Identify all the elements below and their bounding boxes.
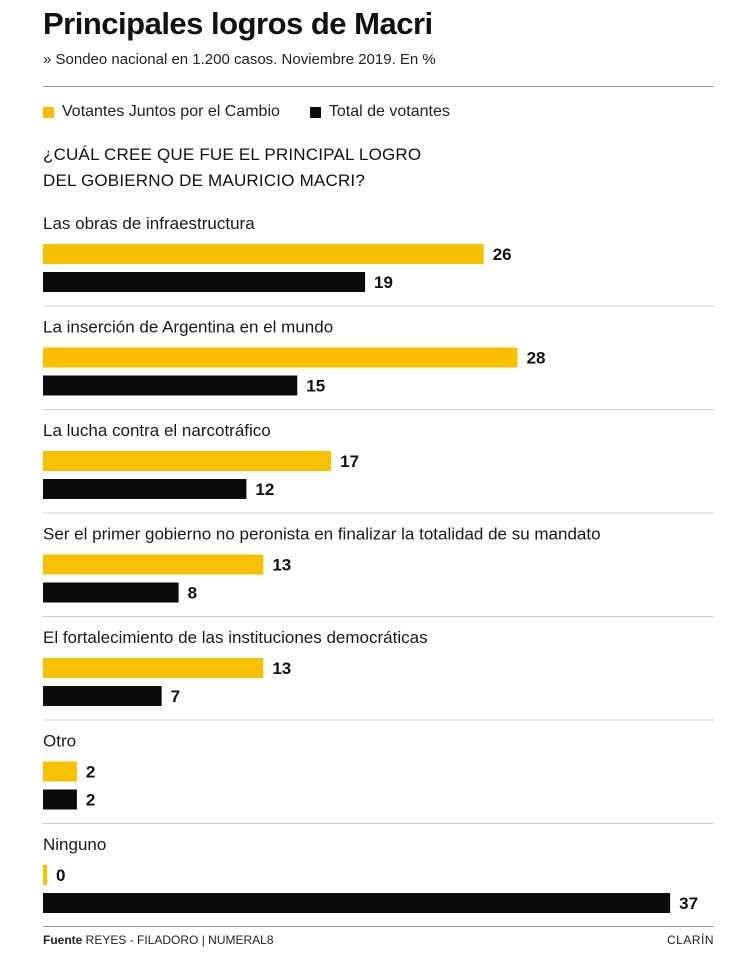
category-label: Otro	[43, 732, 76, 751]
bar-series2	[43, 375, 298, 396]
bar-series2	[43, 789, 77, 810]
question-line-2: DEL GOBIERNO DE MAURICIO MACRI?	[43, 171, 366, 190]
bar-series1	[43, 658, 264, 678]
value-label-series1: 26	[493, 245, 512, 264]
category-label: La lucha contra el narcotráfico	[43, 421, 271, 440]
category-label: La inserción de Argentina en el mundo	[43, 318, 333, 337]
legend-swatch-series2	[309, 106, 321, 118]
bar-series1	[43, 451, 332, 471]
top-divider	[43, 86, 714, 87]
value-label-series2: 37	[679, 894, 698, 913]
legend-item-series1: Votantes Juntos por el Cambio	[43, 103, 280, 121]
value-label-series2: 8	[188, 584, 197, 603]
legend-label-series2: Total de votantes	[328, 103, 450, 120]
category-label: Ser el primer gobierno no peronista en f…	[43, 525, 601, 544]
value-label-series1: 17	[340, 452, 359, 471]
bar-series2	[43, 272, 366, 292]
category-group: La lucha contra el narcotráfico 17 12	[43, 421, 714, 514]
bar-series2	[43, 893, 671, 913]
source-label: Fuente	[43, 933, 83, 947]
value-label-series2: 7	[171, 687, 180, 706]
value-label-series1: 13	[272, 659, 291, 678]
question-line-1: ¿CUÁL CREE QUE FUE EL PRINCIPAL LOGRO	[43, 145, 422, 164]
chart-subtitle: » Sondeo nacional en 1.200 casos. Noviem…	[43, 51, 436, 68]
category-label: Ninguno	[43, 835, 106, 854]
category-group: Ninguno 0 37	[43, 835, 698, 913]
bar-series1	[43, 244, 484, 264]
value-label-series2: 15	[306, 377, 325, 396]
value-label-series1: 28	[527, 349, 546, 368]
bar-series1	[43, 347, 518, 368]
bar-series2	[43, 686, 162, 706]
brand-credit: CLARÍN	[666, 933, 714, 947]
legend-swatch-series1	[43, 106, 54, 118]
bar-series2	[43, 582, 179, 603]
value-label-series2: 12	[255, 480, 274, 499]
category-group: El fortalecimiento de las instituciones …	[43, 628, 714, 721]
value-label-series2: 19	[374, 273, 393, 292]
source-text: REYES - FILADORO | NUMERAL8	[82, 933, 274, 947]
bar-series2	[43, 479, 247, 499]
category-group: Ser el primer gobierno no peronista en f…	[43, 525, 714, 617]
category-label: El fortalecimiento de las instituciones …	[43, 628, 428, 647]
category-label: Las obras de infraestructura	[43, 214, 255, 233]
legend-label-series1: Votantes Juntos por el Cambio	[62, 103, 280, 120]
category-group: Otro 2 2	[43, 732, 714, 824]
bar-series1	[43, 865, 47, 885]
chart-title: Principales logros de Macri	[43, 6, 433, 41]
legend: Votantes Juntos por el Cambio Total de v…	[43, 103, 480, 121]
value-label-series1: 2	[86, 763, 95, 782]
question-heading: ¿CUÁL CREE QUE FUE EL PRINCIPAL LOGRO DE…	[43, 142, 421, 194]
category-group: La inserción de Argentina en el mundo 28 1…	[43, 318, 714, 410]
value-label-series2: 2	[86, 791, 95, 810]
value-label-series1: 13	[272, 556, 291, 575]
bar-series1	[43, 761, 77, 782]
source-note: Fuente REYES - FILADORO | NUMERAL8	[43, 933, 274, 947]
category-group: Las obras de infraestructura 26 19	[43, 214, 714, 307]
bottom-divider	[43, 926, 714, 927]
value-label-series1: 0	[56, 866, 65, 885]
legend-item-series2: Total de votantes	[309, 103, 450, 121]
bar-series1	[43, 554, 264, 575]
